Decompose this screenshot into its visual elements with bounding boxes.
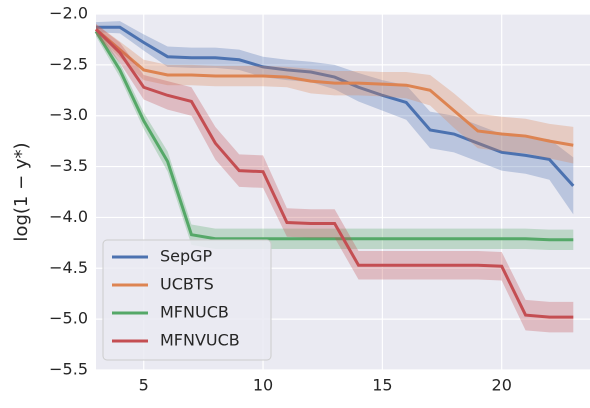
error-band [96, 24, 574, 164]
line [96, 25, 575, 187]
line [94, 28, 574, 319]
line [95, 28, 574, 147]
y-tick-label: −3.5 [49, 156, 88, 175]
error-band [96, 24, 574, 333]
legend-label: MFNUCB [160, 303, 229, 322]
y-tick-label: −4.0 [49, 207, 88, 226]
x-tick-label: 15 [372, 376, 392, 395]
y-tick-label: −3.0 [49, 105, 88, 124]
x-tick-label: 20 [492, 376, 512, 395]
y-tick-label: −2.5 [49, 54, 88, 73]
legend-box [102, 239, 272, 361]
legend-label: SepGP [160, 247, 213, 266]
y-tick-label: −4.5 [49, 258, 88, 277]
y-tick-label: −5.5 [49, 360, 88, 379]
x-tick-label: 10 [253, 376, 273, 395]
error-band [96, 21, 574, 215]
y-axis-label: log(1 − y*) [11, 142, 32, 241]
y-tick-label: −2.0 [49, 4, 88, 23]
line [94, 30, 574, 242]
legend-label: UCBTS [160, 275, 214, 294]
y-tick-label: −5.0 [49, 309, 88, 328]
legend-label: MFNVUCB [160, 331, 240, 350]
x-tick-label: 5 [139, 376, 149, 395]
